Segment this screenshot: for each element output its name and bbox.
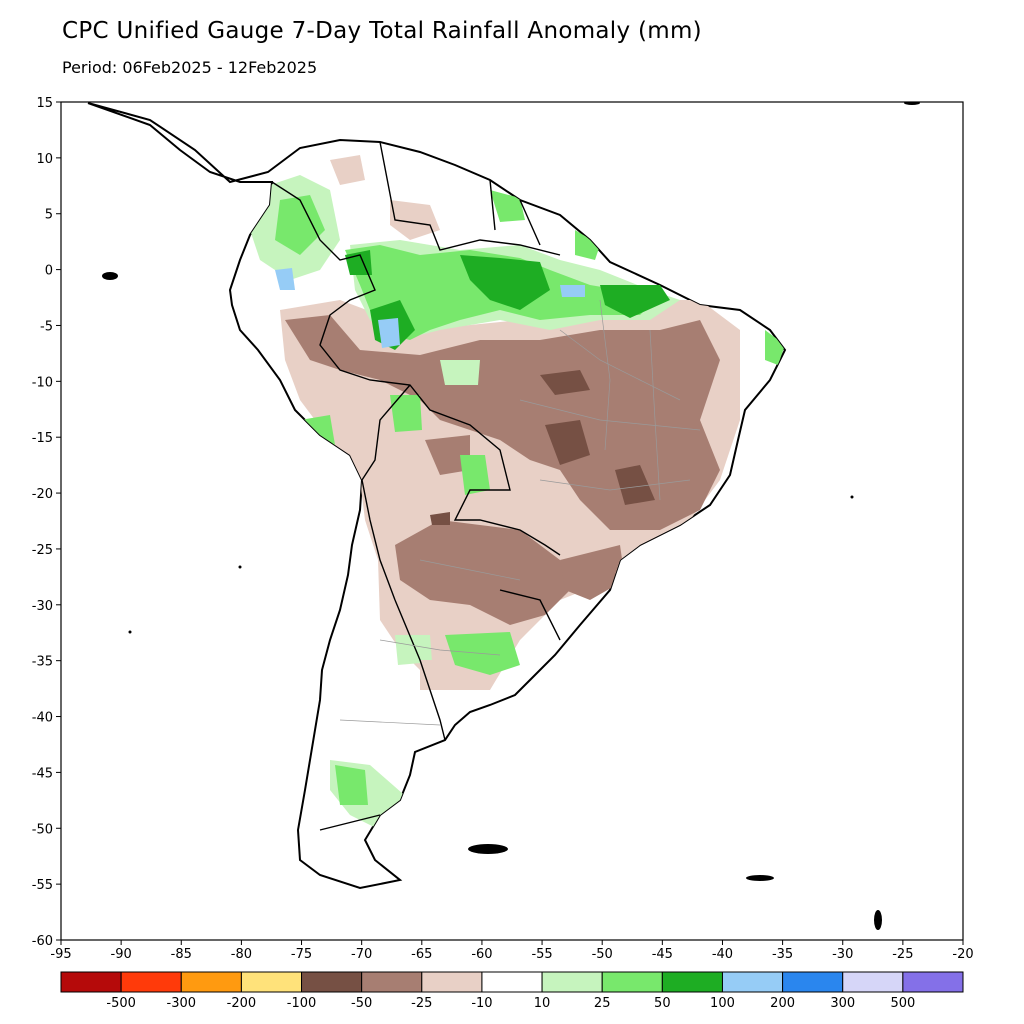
legend-swatch bbox=[902, 971, 964, 993]
lat-tick-label: -35 bbox=[32, 655, 53, 670]
map-title: CPC Unified Gauge 7-Day Total Rainfall A… bbox=[62, 18, 702, 44]
lon-tick-label: -90 bbox=[111, 947, 132, 962]
lon-tick-label: -20 bbox=[952, 947, 973, 962]
legend-label: 500 bbox=[890, 996, 915, 1011]
lat-tick-label: -50 bbox=[32, 822, 53, 837]
legend-label: 200 bbox=[770, 996, 795, 1011]
legend-label: -200 bbox=[227, 996, 257, 1011]
legend-label: -25 bbox=[411, 996, 432, 1011]
legend-swatch bbox=[661, 971, 723, 993]
lat-tick-label: 10 bbox=[36, 152, 53, 167]
lon-tick-label: -50 bbox=[592, 947, 613, 962]
legend-swatch bbox=[481, 971, 543, 993]
legend-label: 25 bbox=[594, 996, 611, 1011]
legend-label: -10 bbox=[471, 996, 492, 1011]
legend-swatch bbox=[421, 971, 483, 993]
lat-tick-label: -20 bbox=[32, 487, 53, 502]
legend-swatch bbox=[361, 971, 423, 993]
lat-tick-label: 5 bbox=[45, 208, 53, 223]
legend-swatch bbox=[842, 971, 904, 993]
lon-tick-label: -60 bbox=[471, 947, 492, 962]
plot-frame bbox=[60, 101, 964, 941]
color-legend: -500 -300 -200 -100 -50 -25 -10 10 25 50 100 200 300… bbox=[60, 971, 964, 1011]
legend-label: -50 bbox=[351, 996, 372, 1011]
lat-tick-label: -55 bbox=[32, 878, 53, 893]
lon-tick-label: -45 bbox=[652, 947, 673, 962]
lat-tick-label: -5 bbox=[40, 319, 53, 334]
lat-tick-label: -30 bbox=[32, 599, 53, 614]
legend-swatch bbox=[721, 971, 784, 993]
lon-tick-label: -35 bbox=[772, 947, 793, 962]
lon-tick-label: -80 bbox=[231, 947, 252, 962]
legend-swatch bbox=[601, 971, 663, 993]
legend-label: 50 bbox=[654, 996, 671, 1011]
lon-tick-label: -85 bbox=[171, 947, 192, 962]
legend-swatch bbox=[301, 971, 363, 993]
country-borders bbox=[271, 141, 561, 831]
legend-swatch bbox=[782, 971, 844, 993]
legend-swatch bbox=[180, 971, 242, 993]
lat-tick-label: -15 bbox=[32, 431, 53, 446]
lon-tick-label: -75 bbox=[291, 947, 312, 962]
legend-swatch bbox=[541, 971, 603, 993]
lat-tick-label: -10 bbox=[32, 375, 53, 390]
legend-label: -300 bbox=[167, 996, 197, 1011]
lon-tick-label: -70 bbox=[351, 947, 372, 962]
lat-tick-label: -40 bbox=[32, 711, 53, 726]
lon-tick-label: -30 bbox=[832, 947, 853, 962]
lon-tick-label: -40 bbox=[712, 947, 733, 962]
islands bbox=[102, 102, 920, 930]
lat-tick-label: 15 bbox=[36, 96, 53, 111]
latitude-axis: 15 10 5 0 -5 -10 -15 -20 -25 -30 -35 -40 -45 -50 -55 -6… bbox=[32, 96, 61, 949]
legend-swatch bbox=[60, 971, 122, 993]
lat-tick-label: -60 bbox=[32, 934, 53, 949]
legend-swatch bbox=[240, 971, 303, 993]
lat-tick-label: -45 bbox=[32, 766, 53, 781]
lon-tick-label: -55 bbox=[531, 947, 552, 962]
lat-tick-label: 0 bbox=[45, 264, 53, 279]
legend-label: 300 bbox=[830, 996, 855, 1011]
legend-swatch bbox=[120, 971, 182, 993]
legend-label: 10 bbox=[534, 996, 551, 1011]
legend-label: 100 bbox=[710, 996, 735, 1011]
legend-label: -100 bbox=[287, 996, 317, 1011]
lat-tick-label: -25 bbox=[32, 543, 53, 558]
longitude-axis: -95 -90 -85 -80 -75 -70 -65 -60 -55 -50 -45 -40 -35 -… bbox=[50, 940, 974, 962]
state-borders bbox=[339, 299, 701, 726]
period-subtitle: Period: 06Feb2025 - 12Feb2025 bbox=[62, 58, 318, 77]
legend-label: -500 bbox=[106, 996, 136, 1011]
lon-tick-label: -65 bbox=[411, 947, 432, 962]
lon-tick-label: -25 bbox=[892, 947, 913, 962]
lon-tick-label: -95 bbox=[50, 947, 71, 962]
